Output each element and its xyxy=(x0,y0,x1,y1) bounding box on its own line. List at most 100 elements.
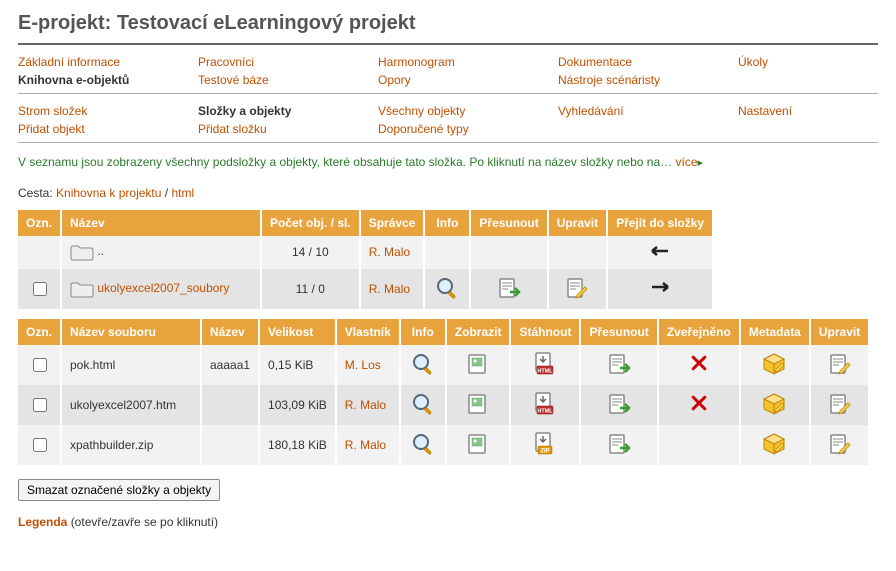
file-name: pok.html xyxy=(61,345,201,385)
not-published-icon xyxy=(689,362,709,376)
owner-link[interactable]: R. Malo xyxy=(345,438,386,452)
move-icon[interactable] xyxy=(605,430,633,458)
nav-item-active[interactable]: Knihovna e-objektů xyxy=(18,73,158,87)
column-header: Název xyxy=(61,210,261,236)
file-name: ukolyexcel2007.htm xyxy=(61,385,201,425)
folder-name: .. xyxy=(94,244,104,258)
edit-icon[interactable] xyxy=(826,430,854,458)
nav-item[interactable]: Strom složek xyxy=(18,104,158,118)
owner-cell: R. Malo xyxy=(360,269,425,309)
breadcrumb-link[interactable]: Knihovna k projektu xyxy=(56,186,161,200)
nav-top: Základní informace Knihovna e-objektů Prac… xyxy=(18,55,878,87)
row-checkbox[interactable] xyxy=(33,438,47,452)
view-icon[interactable] xyxy=(464,390,492,418)
breadcrumb-link[interactable]: html xyxy=(171,186,194,200)
help-more-link[interactable]: více xyxy=(675,155,697,169)
nav-item[interactable]: Harmonogram xyxy=(378,55,518,69)
info-icon[interactable] xyxy=(409,390,437,418)
move-icon[interactable] xyxy=(605,390,633,418)
folder-row: ..14 / 10R. Malo xyxy=(18,236,712,269)
metadata-icon[interactable] xyxy=(761,390,789,418)
metadata-icon[interactable] xyxy=(761,350,789,378)
column-header: Přesunout xyxy=(580,319,657,345)
download-icon[interactable] xyxy=(531,350,559,378)
nav-item[interactable]: Vyhledávání xyxy=(558,104,698,118)
owner-link[interactable]: R. Malo xyxy=(369,282,410,296)
display-name: aaaaa1 xyxy=(201,345,259,385)
info-icon[interactable] xyxy=(409,350,437,378)
nav-item[interactable]: Nástroje scénáristy xyxy=(558,73,698,87)
column-header: Metadata xyxy=(740,319,810,345)
nav-item[interactable]: Pracovníci xyxy=(198,55,338,69)
column-header: Počet obj. / sl. xyxy=(261,210,360,236)
not-published-icon xyxy=(689,402,709,416)
display-name xyxy=(201,385,259,425)
legend-toggle[interactable]: Legenda (otevře/zavře se po kliknutí) xyxy=(18,515,878,529)
folder-row: ukolyexcel2007_soubory 11 / 0 R. Malo xyxy=(18,269,712,309)
page-title: E-projekt: Testovací eLearningový projek… xyxy=(18,12,878,35)
edit-icon[interactable] xyxy=(826,350,854,378)
column-header: Upravit xyxy=(548,210,607,236)
row-checkbox[interactable] xyxy=(33,358,47,372)
nav-item[interactable]: Opory xyxy=(378,73,518,87)
owner-link[interactable]: M. Los xyxy=(345,358,381,372)
file-row: ukolyexcel2007.htm 103,09 KiB R. Malo xyxy=(18,385,868,425)
edit-icon[interactable] xyxy=(826,390,854,418)
row-checkbox[interactable] xyxy=(33,282,47,296)
info-icon[interactable] xyxy=(433,274,461,302)
owner-cell: R. Malo xyxy=(360,236,425,269)
nav-item[interactable]: Základní informace xyxy=(18,55,158,69)
breadcrumb: Cesta: Knihovna k projektu / html xyxy=(18,186,878,200)
nav-item-active[interactable]: Složky a objekty xyxy=(198,104,338,118)
column-header: Zveřejněno xyxy=(658,319,740,345)
nav-item[interactable]: Doporučené typy xyxy=(378,122,518,136)
go-into-icon[interactable] xyxy=(648,286,672,300)
folder-name-cell: ukolyexcel2007_soubory xyxy=(61,269,261,309)
files-table: Ozn.Název souboruNázevVelikostVlastníkIn… xyxy=(18,319,868,465)
nav-item[interactable]: Přidat složku xyxy=(198,122,338,136)
download-icon[interactable] xyxy=(531,390,559,418)
object-count: 11 / 0 xyxy=(261,269,360,309)
owner-link[interactable]: R. Malo xyxy=(345,398,386,412)
info-icon[interactable] xyxy=(409,430,437,458)
column-header: Přejít do složky xyxy=(607,210,712,236)
column-header: Název souboru xyxy=(61,319,201,345)
folder-icon xyxy=(70,243,94,261)
nav-item[interactable]: Testové báze xyxy=(198,73,338,87)
published-cell xyxy=(658,425,740,465)
row-checkbox[interactable] xyxy=(33,398,47,412)
folder-name[interactable]: ukolyexcel2007_soubory xyxy=(94,281,229,295)
column-header: Ozn. xyxy=(18,319,61,345)
file-row: pok.htmlaaaaa10,15 KiB M. Los xyxy=(18,345,868,385)
column-header: Info xyxy=(400,319,446,345)
delete-selected-button[interactable]: Smazat označené složky a objekty xyxy=(18,479,220,501)
column-header: Upravit xyxy=(810,319,868,345)
nav-item[interactable]: Všechny objekty xyxy=(378,104,518,118)
folder-icon xyxy=(70,280,94,298)
folders-table: Ozn.NázevPočet obj. / sl.SprávceInfoPřes… xyxy=(18,210,712,309)
nav-item[interactable]: Nastavení xyxy=(738,104,878,118)
divider xyxy=(18,142,878,143)
owner-cell: R. Malo xyxy=(336,425,400,465)
download-icon[interactable] xyxy=(531,430,559,458)
move-icon[interactable] xyxy=(605,350,633,378)
metadata-icon[interactable] xyxy=(761,430,789,458)
edit-icon[interactable] xyxy=(563,274,591,302)
nav-item[interactable]: Úkoly xyxy=(738,55,878,69)
view-icon[interactable] xyxy=(464,430,492,458)
column-header: Přesunout xyxy=(470,210,547,236)
file-size: 180,18 KiB xyxy=(259,425,336,465)
file-size: 0,15 KiB xyxy=(259,345,336,385)
folder-name-cell: .. xyxy=(61,236,261,269)
view-icon[interactable] xyxy=(464,350,492,378)
nav-item[interactable]: Přidat objekt xyxy=(18,122,158,136)
nav-item[interactable]: Dokumentace xyxy=(558,55,698,69)
help-text: V seznamu jsou zobrazeny všechny podslož… xyxy=(18,153,878,172)
owner-cell: M. Los xyxy=(336,345,400,385)
move-icon[interactable] xyxy=(495,274,523,302)
go-back-icon[interactable] xyxy=(648,250,672,264)
column-header: Vlastník xyxy=(336,319,400,345)
file-name: xpathbuilder.zip xyxy=(61,425,201,465)
owner-link[interactable]: R. Malo xyxy=(369,245,410,259)
file-size: 103,09 KiB xyxy=(259,385,336,425)
